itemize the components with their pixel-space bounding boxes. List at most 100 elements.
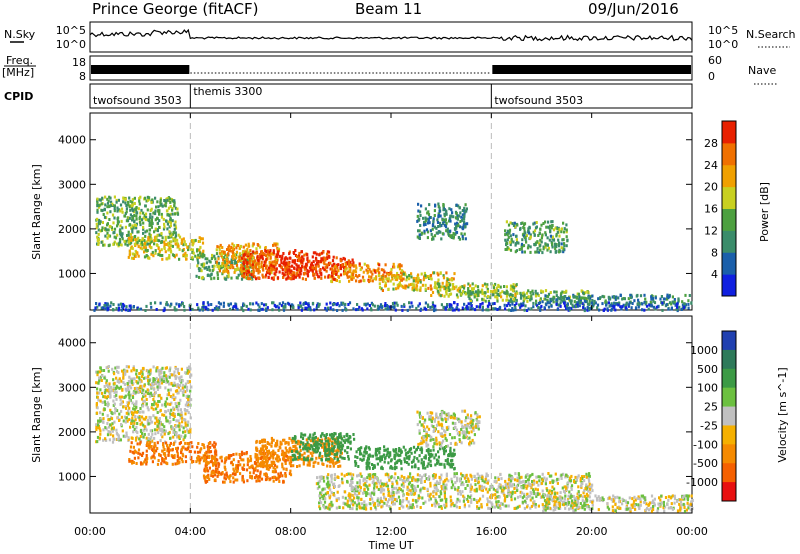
data-cell: [186, 245, 189, 249]
data-cell: [225, 473, 228, 477]
data-cell: [158, 209, 161, 213]
data-cell: [199, 254, 202, 258]
data-cell: [230, 276, 233, 280]
data-cell: [222, 301, 225, 305]
data-cell: [430, 287, 433, 291]
data-cell: [240, 453, 243, 457]
data-cell: [175, 447, 178, 451]
data-cell: [525, 291, 529, 295]
data-cell: [363, 279, 366, 283]
data-cell: [133, 410, 136, 414]
data-cell: [436, 271, 439, 275]
data-cell: [288, 268, 291, 272]
data-cell: [583, 307, 587, 311]
data-cell: [521, 250, 524, 254]
data-cell: [331, 268, 334, 272]
data-cell: [153, 378, 157, 381]
data-cell: [223, 260, 226, 263]
data-cell: [116, 222, 119, 226]
data-cell: [223, 269, 226, 273]
data-cell: [458, 288, 462, 292]
data-cell: [519, 291, 522, 295]
data-cell: [622, 303, 625, 307]
data-cell: [440, 303, 443, 307]
data-cell: [228, 456, 231, 460]
data-cell: [133, 235, 136, 239]
data-cell: [378, 282, 381, 286]
data-cell: [318, 453, 321, 457]
data-cell: [492, 293, 495, 297]
data-cell: [178, 303, 181, 307]
data-cell: [157, 378, 160, 382]
data-cell: [207, 475, 210, 479]
data-cell: [443, 223, 446, 227]
data-cell: [506, 229, 509, 233]
data-cell: [434, 304, 437, 308]
data-cell: [97, 423, 100, 427]
data-cell: [111, 228, 114, 231]
data-cell: [270, 444, 273, 448]
data-cell: [157, 205, 160, 209]
data-cell: [272, 438, 275, 442]
data-cell: [205, 461, 208, 465]
data-cell: [578, 304, 581, 308]
data-cell: [492, 307, 495, 311]
data-cell: [216, 265, 219, 268]
data-cell: [496, 293, 499, 296]
data-cell: [530, 294, 533, 298]
data-cell: [462, 220, 466, 224]
freq-left-tick-top: 18: [72, 56, 86, 69]
data-cell: [336, 436, 339, 440]
data-cell: [474, 293, 477, 297]
data-cell: [251, 466, 254, 470]
data-cell: [576, 292, 579, 296]
data-cell: [233, 258, 237, 262]
power-colorbar-swatch: [722, 274, 736, 297]
data-cell: [313, 436, 316, 440]
data-cell: [321, 257, 324, 261]
data-cell: [134, 249, 137, 253]
data-cell: [225, 267, 228, 271]
data-cell: [126, 419, 129, 423]
data-cell: [232, 247, 235, 251]
data-cell: [208, 259, 211, 263]
data-cell: [138, 376, 141, 380]
data-cell: [532, 301, 535, 305]
data-cell: [408, 283, 411, 287]
data-cell: [457, 236, 460, 239]
data-cell: [217, 301, 220, 305]
data-cell: [172, 430, 175, 434]
data-cell: [519, 296, 523, 300]
data-cell: [135, 462, 138, 465]
data-cell: [132, 305, 135, 308]
data-cell: [152, 403, 155, 407]
data-cell: [138, 215, 142, 219]
data-cell: [297, 439, 300, 443]
data-cell: [178, 384, 181, 388]
data-cell: [265, 250, 268, 253]
data-cell: [408, 305, 411, 309]
data-cell: [207, 448, 210, 452]
data-cell: [496, 299, 499, 303]
data-cell: [649, 304, 652, 308]
data-cell: [131, 238, 134, 242]
data-cell: [142, 417, 145, 421]
data-cell: [156, 420, 159, 424]
data-cell: [359, 268, 362, 272]
data-cell: [354, 264, 357, 268]
data-cell: [222, 258, 225, 262]
data-cell: [249, 471, 252, 475]
data-cell: [678, 305, 681, 309]
data-cell: [265, 464, 268, 468]
data-cell: [348, 262, 351, 266]
data-cell: [242, 262, 246, 266]
data-cell: [131, 459, 134, 463]
data-cell: [231, 250, 234, 254]
data-cell: [125, 431, 128, 435]
data-cell: [154, 218, 157, 222]
data-cell: [174, 389, 178, 393]
data-cell: [218, 269, 221, 273]
data-cell: [439, 214, 442, 218]
data-cell: [267, 275, 270, 279]
